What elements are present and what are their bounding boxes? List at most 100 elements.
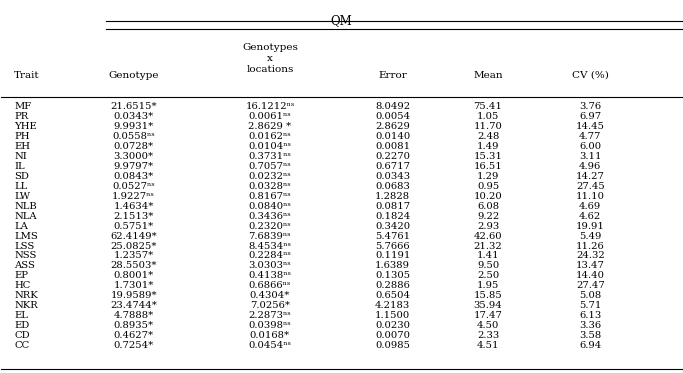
Text: 11.70: 11.70 (473, 122, 503, 131)
Text: 2.1513*: 2.1513* (113, 211, 154, 221)
Text: Trait: Trait (14, 70, 40, 79)
Text: SD: SD (14, 172, 29, 181)
Text: 3.3000*: 3.3000* (113, 152, 154, 161)
Text: 0.0054: 0.0054 (375, 112, 410, 121)
Text: MF: MF (14, 102, 31, 111)
Text: 3.11: 3.11 (579, 152, 602, 161)
Text: 0.0728*: 0.0728* (113, 142, 154, 151)
Text: NRK: NRK (14, 291, 38, 300)
Text: 4.7888*: 4.7888* (113, 311, 154, 320)
Text: 1.6389: 1.6389 (375, 261, 410, 270)
Text: 0.0328ⁿˢ: 0.0328ⁿˢ (249, 182, 292, 191)
Text: 9.50: 9.50 (477, 261, 499, 270)
Text: 27.47: 27.47 (576, 281, 604, 290)
Text: 0.2270: 0.2270 (375, 152, 410, 161)
Text: 0.1191: 0.1191 (375, 251, 410, 260)
Text: 21.32: 21.32 (474, 242, 503, 251)
Text: 8.0492: 8.0492 (375, 102, 410, 111)
Text: 0.7057ⁿˢ: 0.7057ⁿˢ (249, 162, 292, 171)
Text: 0.8001*: 0.8001* (113, 272, 154, 280)
Text: 5.4761: 5.4761 (375, 232, 410, 241)
Text: 25.0825*: 25.0825* (111, 242, 157, 251)
Text: 1.49: 1.49 (477, 142, 499, 151)
Text: 15.85: 15.85 (474, 291, 503, 300)
Text: 0.4304*: 0.4304* (250, 291, 290, 300)
Text: ASS: ASS (14, 261, 36, 270)
Text: 0.0104ⁿˢ: 0.0104ⁿˢ (249, 142, 292, 151)
Text: 75.41: 75.41 (473, 102, 503, 111)
Text: 0.4627*: 0.4627* (113, 331, 154, 340)
Text: 19.91: 19.91 (576, 222, 604, 231)
Text: 3.0303ⁿˢ: 3.0303ⁿˢ (249, 261, 292, 270)
Text: 0.1824: 0.1824 (375, 211, 410, 221)
Text: 0.8167ⁿˢ: 0.8167ⁿˢ (249, 192, 292, 201)
Text: 17.47: 17.47 (473, 311, 503, 320)
Text: 0.0081: 0.0081 (375, 142, 410, 151)
Text: 4.69: 4.69 (579, 202, 602, 211)
Text: 0.0140: 0.0140 (375, 132, 410, 141)
Text: 1.95: 1.95 (477, 281, 499, 290)
Text: 0.3436ⁿˢ: 0.3436ⁿˢ (249, 211, 292, 221)
Text: 0.2320ⁿˢ: 0.2320ⁿˢ (249, 222, 292, 231)
Text: 0.0232ⁿˢ: 0.0232ⁿˢ (249, 172, 292, 181)
Text: 5.08: 5.08 (579, 291, 602, 300)
Text: LL: LL (14, 182, 27, 191)
Text: 1.2828: 1.2828 (375, 192, 410, 201)
Text: 0.5751*: 0.5751* (113, 222, 154, 231)
Text: 14.45: 14.45 (576, 122, 604, 131)
Text: LA: LA (14, 222, 28, 231)
Text: 9.9797*: 9.9797* (113, 162, 154, 171)
Text: 3.58: 3.58 (579, 331, 602, 340)
Text: 2.93: 2.93 (477, 222, 499, 231)
Text: 0.8935*: 0.8935* (113, 321, 154, 330)
Text: LSS: LSS (14, 242, 35, 251)
Text: NLB: NLB (14, 202, 37, 211)
Text: x: x (267, 54, 273, 63)
Text: 5.71: 5.71 (579, 301, 602, 310)
Text: 0.0454ⁿˢ: 0.0454ⁿˢ (249, 341, 292, 350)
Text: 0.1305: 0.1305 (375, 272, 410, 280)
Text: locations: locations (247, 65, 294, 74)
Text: 3.36: 3.36 (579, 321, 601, 330)
Text: 6.97: 6.97 (579, 112, 601, 121)
Text: LMS: LMS (14, 232, 38, 241)
Text: 2.8629 *: 2.8629 * (249, 122, 292, 131)
Text: 7.0256*: 7.0256* (250, 301, 290, 310)
Text: CD: CD (14, 331, 30, 340)
Text: 6.94: 6.94 (579, 341, 602, 350)
Text: EL: EL (14, 311, 28, 320)
Text: Genotypes: Genotypes (242, 43, 298, 51)
Text: 0.6717: 0.6717 (375, 162, 410, 171)
Text: 8.4534ⁿˢ: 8.4534ⁿˢ (249, 242, 292, 251)
Text: 1.41: 1.41 (477, 251, 499, 260)
Text: HC: HC (14, 281, 31, 290)
Text: 0.0558ⁿˢ: 0.0558ⁿˢ (112, 132, 155, 141)
Text: Genotype: Genotype (109, 70, 159, 79)
Text: 11.26: 11.26 (576, 242, 604, 251)
Text: 4.77: 4.77 (579, 132, 602, 141)
Text: 23.4744*: 23.4744* (110, 301, 157, 310)
Text: Error: Error (378, 70, 407, 79)
Text: NI: NI (14, 152, 27, 161)
Text: 4.51: 4.51 (477, 341, 499, 350)
Text: 2.33: 2.33 (477, 331, 499, 340)
Text: 0.0343*: 0.0343* (113, 112, 154, 121)
Text: 1.1500: 1.1500 (375, 311, 410, 320)
Text: 0.0070: 0.0070 (375, 331, 410, 340)
Text: 0.0343: 0.0343 (375, 172, 410, 181)
Text: 14.40: 14.40 (576, 272, 604, 280)
Text: 11.10: 11.10 (576, 192, 604, 201)
Text: 27.45: 27.45 (576, 182, 604, 191)
Text: QM: QM (331, 14, 352, 27)
Text: 0.0398ⁿˢ: 0.0398ⁿˢ (249, 321, 292, 330)
Text: 4.50: 4.50 (477, 321, 499, 330)
Text: 6.08: 6.08 (477, 202, 499, 211)
Text: 0.0168*: 0.0168* (250, 331, 290, 340)
Text: 2.50: 2.50 (477, 272, 499, 280)
Text: 1.2357*: 1.2357* (113, 251, 154, 260)
Text: 10.20: 10.20 (474, 192, 503, 201)
Text: 0.0683: 0.0683 (375, 182, 410, 191)
Text: ED: ED (14, 321, 29, 330)
Text: 6.13: 6.13 (579, 311, 602, 320)
Text: 2.48: 2.48 (477, 132, 499, 141)
